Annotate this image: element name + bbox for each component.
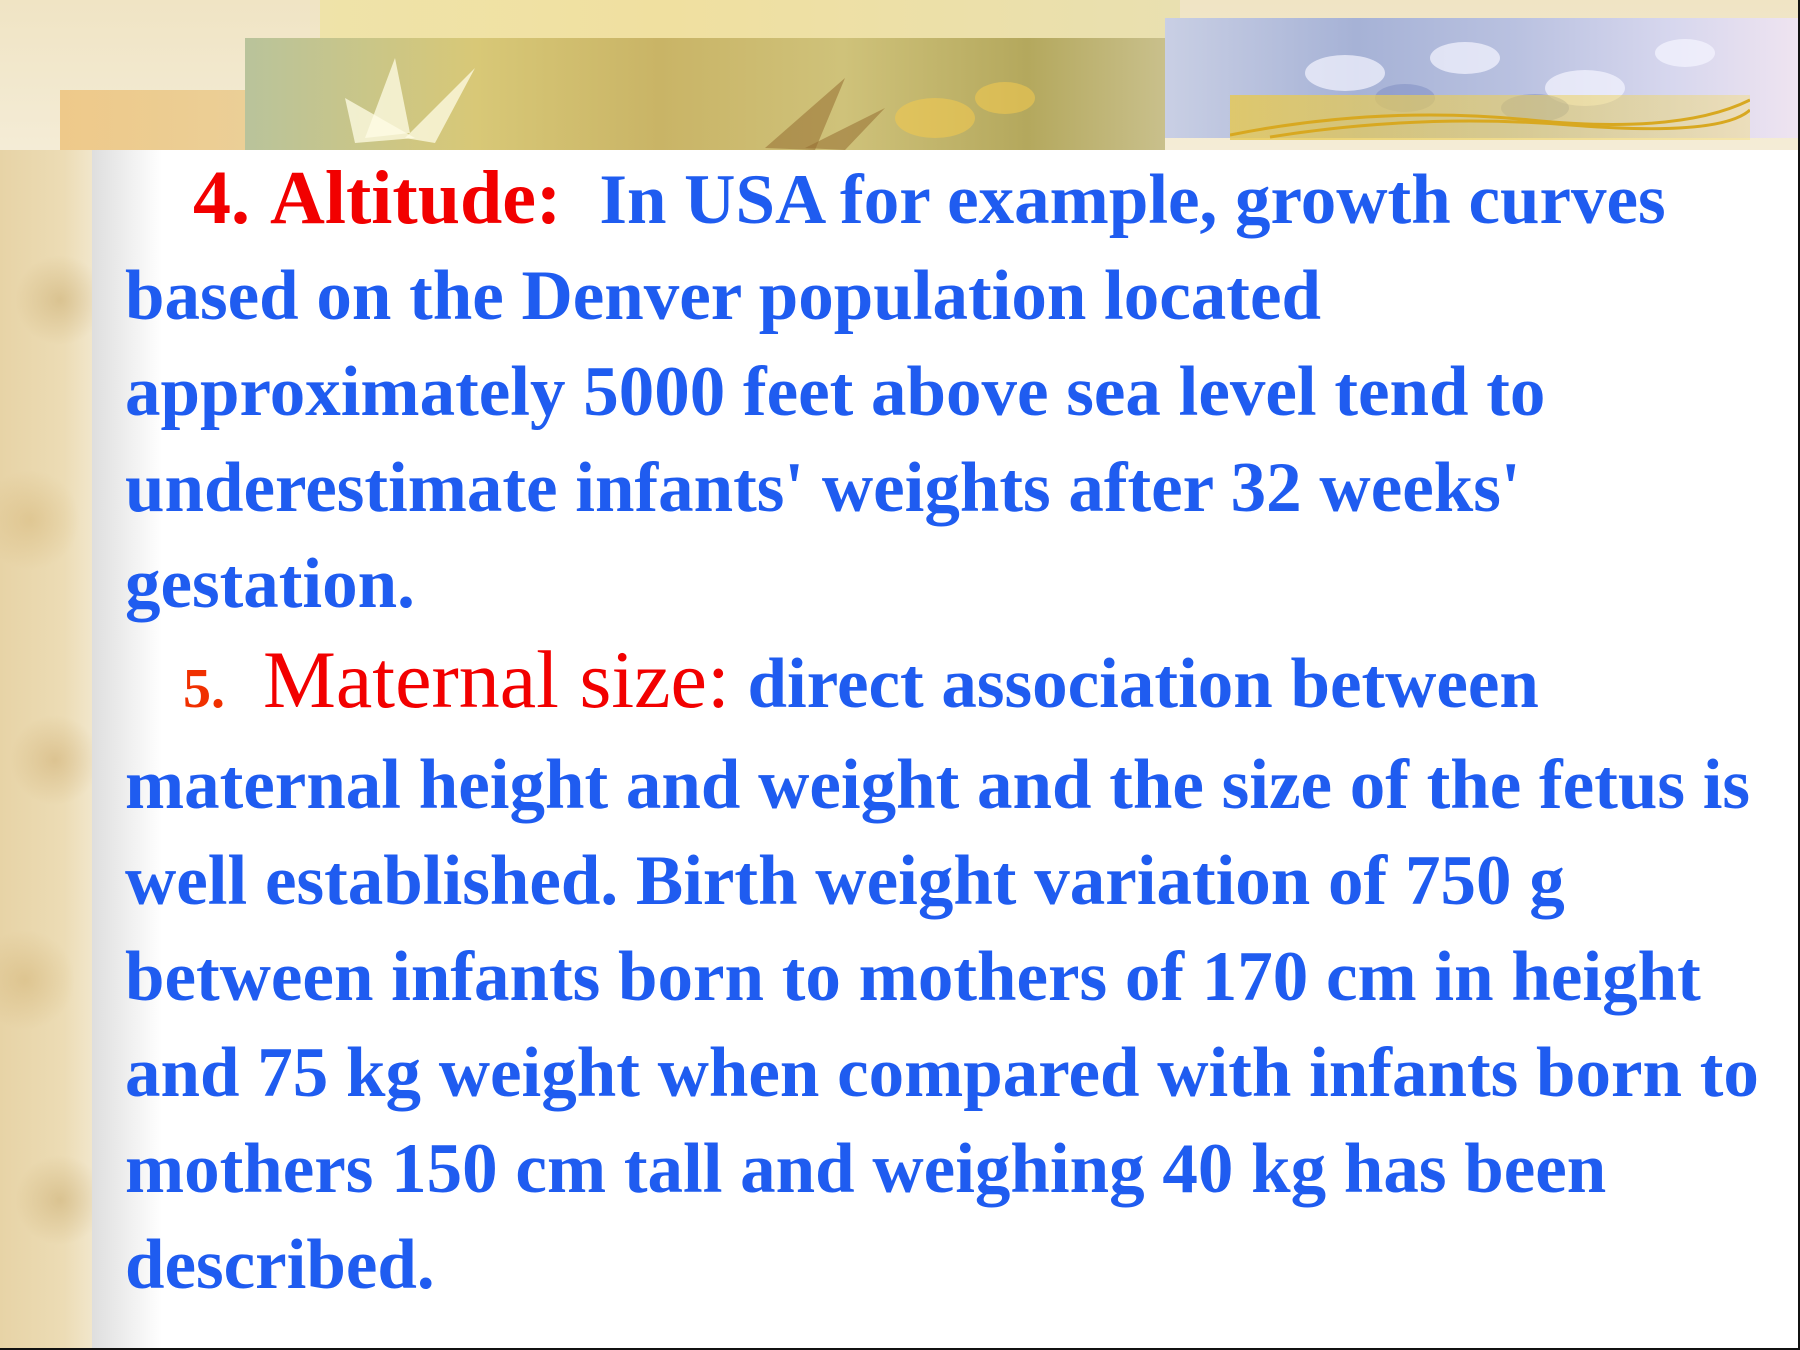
item-maternal-size: 5. Maternal size: direct association betw…	[125, 632, 1765, 1313]
slide-body: 4. Altitude: In USA for example, growth cu…	[125, 150, 1765, 1313]
wheat-icon	[1229, 98, 1752, 139]
sidebar-shadow	[92, 150, 162, 1350]
item-number-4: 4.	[193, 156, 250, 240]
parchment-sidebar	[0, 0, 92, 1350]
item-text-maternal-size: direct association between maternal heig…	[125, 645, 1759, 1304]
item-heading-maternal-size: Maternal size:	[263, 634, 730, 725]
decorative-banner	[0, 0, 1800, 150]
item-text-altitude: In USA for example, growth curves based …	[125, 161, 1666, 623]
item-number-5: 5.	[183, 658, 225, 720]
leaf-pattern-icon	[345, 58, 1035, 150]
banner-grain-stalks	[1229, 95, 1752, 140]
banner-panel-top	[320, 0, 1180, 40]
item-heading-altitude: Altitude:	[270, 156, 562, 240]
item-altitude: 4. Altitude: In USA for example, growth cu…	[125, 150, 1765, 632]
banner-panel-leaves	[245, 38, 1165, 150]
